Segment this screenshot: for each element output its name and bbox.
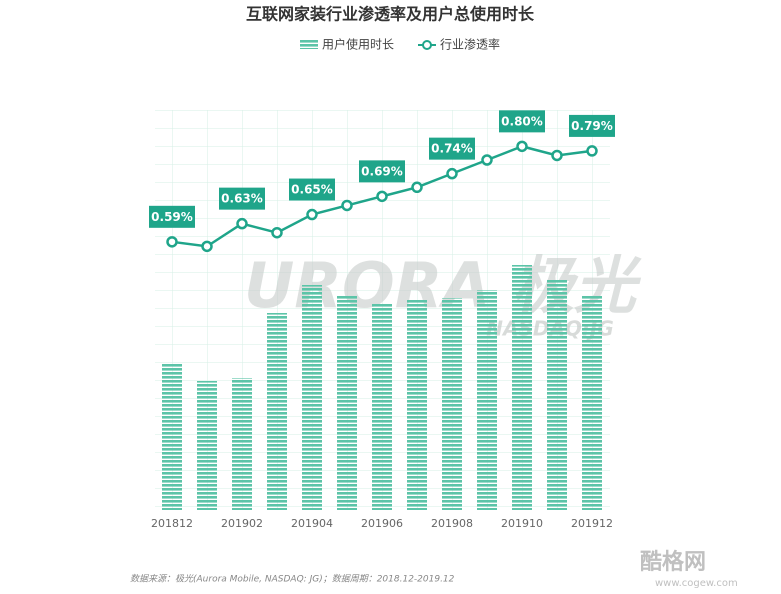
chart-title: 互联网家装行业渗透率及用户总使用时长 bbox=[246, 5, 535, 24]
bar bbox=[162, 363, 182, 510]
label-box bbox=[289, 178, 335, 201]
x-tick-label: 201912 bbox=[571, 517, 613, 530]
marker bbox=[516, 140, 528, 153]
label-box bbox=[149, 205, 195, 228]
x-tick-label: 201904 bbox=[291, 517, 333, 530]
bar bbox=[267, 313, 287, 510]
site-url: www.cogew.com bbox=[655, 578, 738, 589]
x-tick-label: 201908 bbox=[431, 517, 473, 530]
x-tick-label: 201812 bbox=[151, 517, 193, 530]
data-label: 0.79% bbox=[571, 119, 613, 133]
marker bbox=[341, 199, 353, 212]
data-label: 0.74% bbox=[431, 142, 473, 156]
label-box bbox=[359, 160, 405, 183]
x-tick-label: 201910 bbox=[501, 517, 543, 530]
marker bbox=[411, 181, 423, 194]
source: 数据来源：极光(Aurora Mobile, NASDAQ: JG)；数据周期：… bbox=[130, 574, 455, 585]
bar bbox=[442, 298, 462, 510]
bar bbox=[582, 295, 602, 510]
marker bbox=[586, 145, 598, 157]
data-label: 0.80% bbox=[501, 114, 543, 128]
legend-label: 用户使用时长 bbox=[322, 37, 394, 52]
bar bbox=[197, 381, 217, 510]
label-box bbox=[499, 110, 545, 133]
marker bbox=[271, 226, 283, 239]
marker bbox=[551, 149, 563, 162]
legend-label: 行业渗透率 bbox=[440, 37, 500, 52]
data-label: 0.59% bbox=[151, 210, 193, 224]
marker bbox=[376, 190, 388, 203]
label-box bbox=[569, 114, 615, 137]
bar bbox=[547, 280, 567, 510]
bar bbox=[407, 300, 427, 510]
marker bbox=[236, 217, 248, 230]
legend-swatch bbox=[300, 40, 318, 49]
x-tick-label: 201906 bbox=[361, 517, 403, 530]
bar bbox=[337, 295, 357, 510]
bar bbox=[232, 378, 252, 510]
data-label: 0.63% bbox=[221, 192, 263, 206]
label-box bbox=[219, 187, 265, 210]
data-label: 0.69% bbox=[361, 164, 403, 178]
marker bbox=[446, 167, 458, 180]
legend-swatch bbox=[422, 40, 432, 50]
x-tick-label: 201902 bbox=[221, 517, 263, 530]
marker bbox=[166, 236, 178, 248]
bar bbox=[477, 290, 497, 510]
data-label: 0.65% bbox=[291, 183, 333, 197]
bar bbox=[512, 265, 532, 510]
bar bbox=[302, 285, 322, 510]
marker bbox=[481, 154, 493, 166]
marker bbox=[306, 208, 318, 221]
label-box bbox=[429, 137, 475, 160]
site-logo: 酷格网 bbox=[640, 549, 706, 575]
bar bbox=[372, 303, 392, 510]
marker bbox=[201, 240, 213, 253]
